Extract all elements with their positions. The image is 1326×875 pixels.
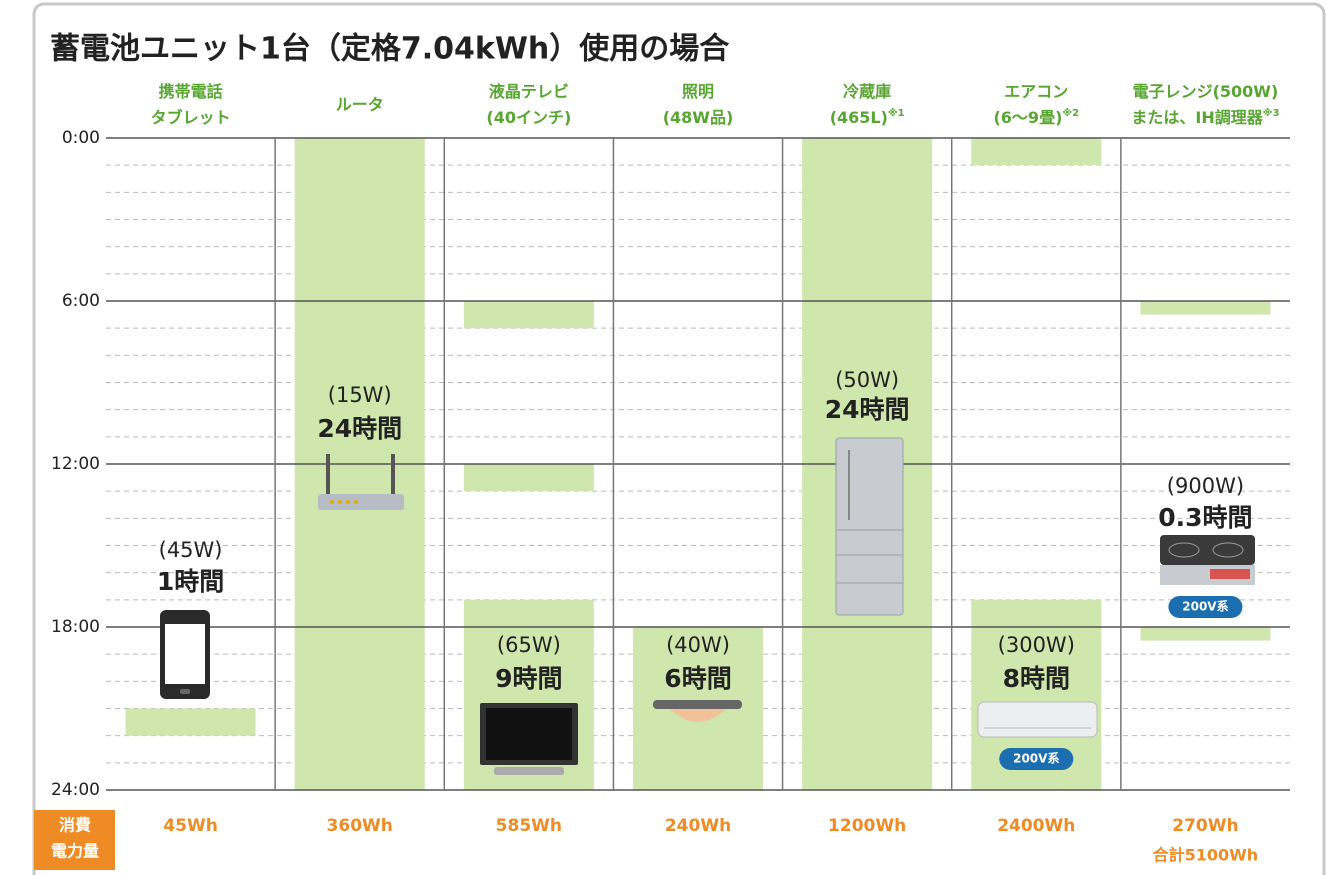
header-line: (40インチ) xyxy=(486,108,571,127)
header-line: 電子レンジ(500W) xyxy=(1133,82,1279,101)
column-header: タブレット xyxy=(151,108,231,127)
phone-icon xyxy=(160,610,210,699)
y-tick-label: 0:00 xyxy=(62,128,100,148)
column-header: (48W品) xyxy=(663,108,734,127)
time-bar xyxy=(464,301,594,328)
header-line: タブレット xyxy=(151,108,231,127)
watt-label: (45W) xyxy=(159,538,223,562)
watt-label: (40W) xyxy=(666,633,730,657)
header-line: 液晶テレビ xyxy=(489,82,569,101)
column-header: 液晶テレビ xyxy=(489,82,569,101)
watt-label: (65W) xyxy=(497,633,561,657)
hours-label: 1時間 xyxy=(157,567,224,596)
aircon-icon xyxy=(978,702,1097,737)
watt-label: (15W) xyxy=(328,383,392,407)
column-header: 電子レンジ(500W) xyxy=(1133,82,1279,101)
chart: 蓄電池ユニット1台（定格7.04kWh）使用の場合 0:00 6:00 12:00 1… xyxy=(0,0,1326,875)
time-bar xyxy=(1140,627,1270,641)
header-line: (48W品) xyxy=(663,108,734,127)
energy-label: 45Wh xyxy=(163,816,218,836)
energy-label: 1200Wh xyxy=(828,816,906,836)
column-header: または、IH調理器※3 xyxy=(1131,107,1279,127)
y-tick-label: 6:00 xyxy=(62,291,100,311)
energy-label: 240Wh xyxy=(665,816,731,836)
tv-icon xyxy=(480,703,578,775)
fridge-icon xyxy=(836,438,903,615)
column-header: ルータ xyxy=(336,95,384,114)
time-bar xyxy=(1140,301,1270,315)
column-header: (40インチ) xyxy=(486,108,571,127)
y-tick-label: 24:00 xyxy=(51,780,100,800)
header-line: エアコン xyxy=(1004,82,1068,101)
time-bar xyxy=(464,464,594,491)
y-tick-label: 18:00 xyxy=(51,617,100,637)
total-label: 合計5100Wh xyxy=(1153,846,1259,865)
page: {"chart_data": { "type": "schedule", "ti… xyxy=(0,0,1326,875)
hours-label: 24時間 xyxy=(317,414,402,443)
column-header: 冷蔵庫 xyxy=(843,82,891,101)
header-line: または、IH調理器 xyxy=(1131,108,1263,127)
column-header: 照明 xyxy=(682,82,714,101)
energy-label: 2400Wh xyxy=(997,816,1075,836)
header-line: ルータ xyxy=(336,95,384,114)
consumption-label: 消費 xyxy=(59,816,91,835)
column-header: エアコン xyxy=(1004,82,1068,101)
watt-label: (300W) xyxy=(998,633,1075,657)
time-bar xyxy=(971,138,1101,165)
footnote-mark: ※1 xyxy=(888,107,905,119)
consumption-label: 電力量 xyxy=(51,842,99,861)
voltage-badge-label: 200V系 xyxy=(1182,599,1228,614)
energy-label: 270Wh xyxy=(1172,816,1238,836)
hours-label: 6時間 xyxy=(664,664,731,693)
header-line: (465L) xyxy=(830,108,888,127)
header-line: (6〜9畳) xyxy=(993,108,1062,127)
column-header: 携帯電話 xyxy=(159,82,223,101)
hours-label: 0.3時間 xyxy=(1158,503,1252,532)
energy-label: 585Wh xyxy=(496,816,562,836)
y-tick-label: 12:00 xyxy=(51,454,100,474)
watt-label: (50W) xyxy=(835,368,899,392)
chart-title: 蓄電池ユニット1台（定格7.04kWh）使用の場合 xyxy=(50,32,729,67)
hours-label: 8時間 xyxy=(1003,664,1070,693)
header-line: 冷蔵庫 xyxy=(843,82,891,101)
time-bar xyxy=(126,709,256,736)
voltage-badge-label: 200V系 xyxy=(1013,751,1059,766)
watt-label: (900W) xyxy=(1167,474,1244,498)
footnote-mark: ※3 xyxy=(1263,107,1280,119)
hours-label: 24時間 xyxy=(825,395,910,424)
hours-label: 9時間 xyxy=(495,664,562,693)
energy-label: 360Wh xyxy=(327,816,393,836)
ih-icon xyxy=(1160,535,1255,585)
header-line: 携帯電話 xyxy=(159,82,223,101)
header-line: 照明 xyxy=(682,82,714,101)
footnote-mark: ※2 xyxy=(1062,107,1079,119)
